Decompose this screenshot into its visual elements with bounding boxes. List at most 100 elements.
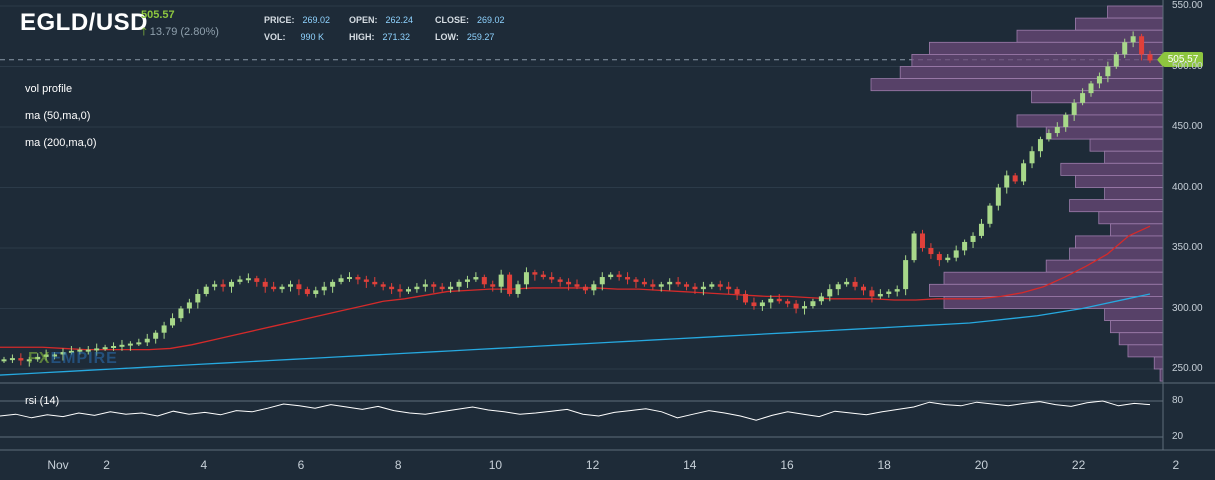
candle-body	[995, 187, 1001, 206]
candle-body	[296, 284, 302, 290]
candle-body	[212, 284, 218, 287]
candle-body	[279, 286, 285, 290]
volume-profile-bar	[1075, 102, 1164, 116]
candle-body	[793, 303, 799, 309]
stat-open: OPEN: 262.24	[349, 15, 414, 25]
candle-body	[229, 281, 235, 287]
grid-lines	[0, 5, 1163, 370]
candle-body	[684, 284, 690, 287]
volume-profile-bar	[1075, 174, 1164, 188]
candle-body	[178, 308, 184, 319]
candle-body	[94, 348, 100, 351]
candle-body	[1147, 54, 1153, 61]
volume-profile-bar	[1153, 356, 1164, 370]
candle-body	[111, 346, 117, 349]
indicator-vol-profile[interactable]: vol profile	[25, 83, 73, 95]
candle-body	[549, 277, 555, 280]
candle-body	[1096, 76, 1102, 84]
volume-profile-bar	[911, 54, 1164, 67]
candle-body	[759, 302, 765, 307]
candle-body	[313, 290, 319, 294]
volume-profile-bar	[1098, 211, 1164, 225]
candle-body	[1080, 93, 1086, 103]
candle-body	[262, 281, 268, 287]
candle-body	[599, 277, 605, 285]
candle-body	[709, 284, 715, 287]
y-tick-label: 400.00	[1172, 181, 1203, 193]
candle-body	[1029, 151, 1035, 164]
candle-body	[26, 359, 32, 362]
indicator-rsi[interactable]: rsi (14)	[25, 395, 60, 407]
candle-body	[203, 286, 209, 294]
candle-body	[498, 274, 504, 287]
rsi-line	[0, 400, 1151, 421]
last-price: 505.57	[141, 9, 175, 21]
candle-body	[136, 342, 142, 345]
x-tick-label: 10	[488, 458, 503, 472]
volume-profile-bar	[1104, 308, 1164, 321]
candle-body	[1130, 36, 1136, 43]
candle-body	[220, 284, 226, 287]
candle-body	[717, 284, 723, 287]
candle-body	[658, 284, 664, 287]
up-arrow-icon: 🡑	[141, 26, 147, 38]
stat-price: PRICE: 269.02	[264, 15, 331, 25]
volume-profile-bar	[929, 41, 1164, 55]
candle-body	[372, 281, 378, 285]
price-change: 🡑 13.79 (2.80%)	[141, 23, 219, 42]
y-tick-label: 550.00	[1172, 0, 1203, 11]
x-tick-label: 4	[200, 458, 208, 472]
volume-profile-bar	[1110, 223, 1164, 237]
candle-body	[346, 277, 352, 280]
candle-body	[1, 359, 7, 362]
candle-body	[616, 274, 622, 278]
candle-body	[953, 250, 959, 258]
candle-body	[1054, 127, 1060, 134]
candle-body	[439, 286, 445, 290]
volume-profile-bar	[1069, 199, 1164, 213]
volume-profile-bar	[1045, 126, 1164, 140]
volume-profile-bar	[1127, 344, 1164, 358]
candle-body	[861, 286, 866, 291]
indicator-ma50[interactable]: ma (50,ma,0)	[25, 110, 91, 122]
candle-body	[1105, 66, 1111, 77]
volume-profile-bar	[1075, 17, 1164, 31]
candle-body	[726, 286, 732, 290]
x-tick-label: 2	[1172, 458, 1180, 472]
candle-body	[245, 278, 251, 281]
x-tick-label: 8	[394, 458, 402, 472]
volume-profile-bar	[1104, 150, 1164, 164]
x-tick-label: 18	[877, 458, 891, 472]
candle-body	[161, 325, 167, 333]
candle-body	[523, 272, 529, 285]
candle-body	[532, 272, 538, 275]
candle-body	[271, 286, 277, 290]
candle-body	[540, 274, 546, 278]
candle-body	[751, 302, 757, 307]
candle-body	[844, 281, 850, 285]
candle-body	[667, 281, 673, 285]
candle-body	[144, 338, 150, 343]
candle-body	[9, 358, 15, 361]
volume-profile	[870, 5, 1164, 382]
candle-body	[18, 358, 24, 361]
candle-body	[633, 279, 639, 282]
candle-body	[1122, 42, 1128, 55]
candle-body	[625, 277, 631, 280]
candle-body	[237, 279, 243, 282]
candle-body	[52, 354, 58, 357]
candle-body	[743, 293, 749, 303]
candle-body	[936, 254, 942, 261]
candle-body	[507, 274, 513, 294]
candle-body	[195, 293, 201, 303]
volume-profile-bar	[899, 66, 1164, 79]
candle-body	[473, 277, 479, 280]
candle-body	[35, 356, 41, 360]
panel-frame	[0, 0, 1215, 451]
indicator-ma200[interactable]: ma (200,ma,0)	[25, 137, 97, 149]
candle-body	[962, 241, 968, 251]
x-tick-label: 6	[297, 458, 305, 472]
candle-series	[1, 31, 1153, 367]
rsi-tick-label: 20	[1172, 431, 1184, 442]
